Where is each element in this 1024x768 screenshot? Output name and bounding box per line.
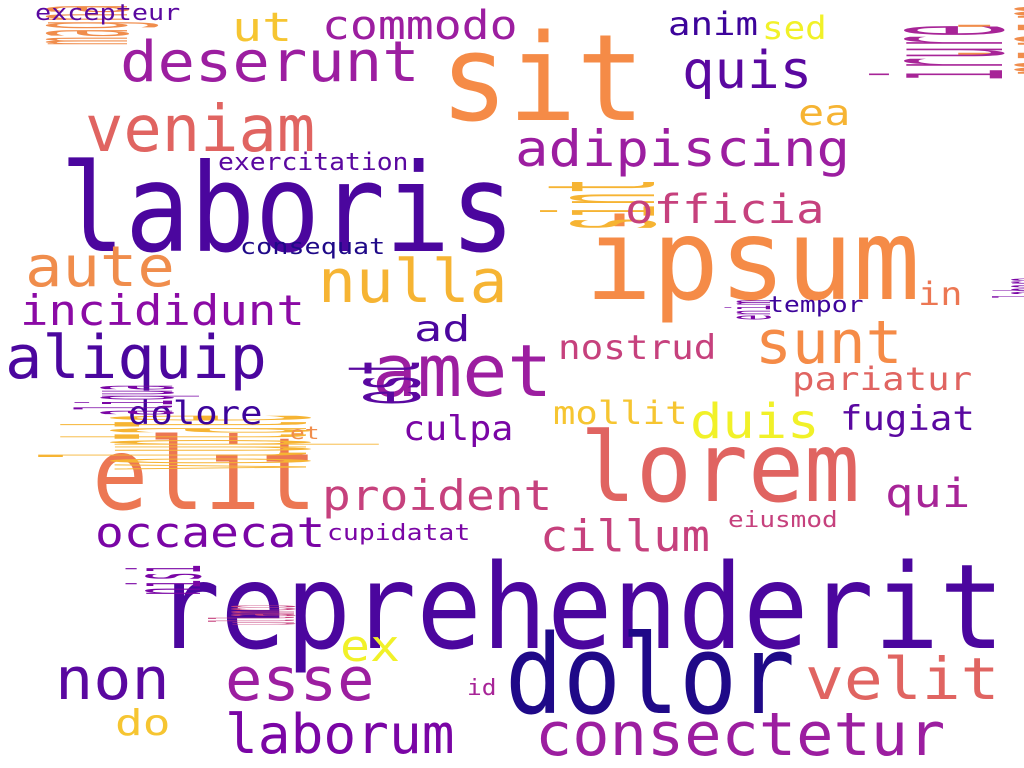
word-reprehenderit: reprehenderit <box>155 538 1005 676</box>
word-nostrud: nostrud <box>558 328 717 368</box>
word-anim: anim <box>668 5 759 43</box>
word-adipiscing: adipiscing <box>515 120 851 178</box>
word-laborum: laborum <box>225 703 455 766</box>
word-incididunt: incididunt <box>20 286 305 335</box>
word-mollit: mollit <box>553 394 688 432</box>
word-dolore: dolore <box>128 394 263 432</box>
word-nulla: nulla <box>318 247 508 317</box>
word-elit: elit <box>92 416 317 533</box>
word-cillum: cillum <box>540 511 710 562</box>
word-aliqua: aliqua <box>54 384 203 415</box>
word-fugiat: fugiat <box>840 399 975 439</box>
word-culpa: culpa <box>403 409 514 449</box>
word-ex: ex <box>340 621 400 672</box>
word-aliquip: aliquip <box>5 323 267 393</box>
word-exercitation: exercitation <box>218 148 409 176</box>
word-velit: velit <box>805 645 1000 713</box>
word-sit: sit <box>440 10 645 149</box>
word-sunt: sunt <box>755 308 903 378</box>
word-proident: proident <box>322 471 553 520</box>
word-ullamco: ullamco <box>191 604 321 625</box>
word-lorem: lorem <box>580 412 860 524</box>
word-consectetur: consectetur <box>535 700 946 768</box>
word-id: id <box>467 676 497 701</box>
word-veniam: veniam <box>85 93 316 167</box>
word-ut: ut <box>232 5 293 51</box>
word-officia: officia <box>625 187 825 233</box>
word-enim: enim <box>715 300 785 320</box>
word-sed: sed <box>762 9 827 47</box>
word-duis: duis <box>690 394 820 450</box>
word-excepteur: excepteur <box>35 1 181 26</box>
word-irure: irure <box>841 25 1024 80</box>
word-laboris: laboris <box>60 138 516 280</box>
word-et: et <box>290 423 320 444</box>
word-nisi: nisi <box>110 564 224 595</box>
word-occaecat: occaecat <box>95 508 326 557</box>
word-in: in <box>918 275 963 313</box>
word-eiusmod: eiusmod <box>728 508 838 533</box>
word-do: do <box>115 703 171 744</box>
word-amet: amet <box>372 329 553 413</box>
word-pariatur: pariatur <box>792 360 973 398</box>
word-deserunt: deserunt <box>120 30 420 95</box>
word-non: non <box>55 645 170 713</box>
word-tempor: tempor <box>768 293 864 318</box>
word-dolor: dolor <box>505 611 796 739</box>
word-consequat: consequat <box>240 235 386 260</box>
word-ad: ad <box>414 309 471 350</box>
word-aute: aute <box>25 235 175 300</box>
word-esse: esse <box>225 645 375 715</box>
word-qui: qui <box>885 471 971 517</box>
word-ipsum: ipsum <box>585 196 921 326</box>
word-ea: ea <box>798 93 851 134</box>
word-est: est <box>326 360 443 405</box>
word-labore: labore <box>977 278 1024 298</box>
word-commodo: commodo <box>322 3 518 49</box>
word-quis: quis <box>682 41 813 101</box>
word-cupidatat: cupidatat <box>327 521 471 546</box>
